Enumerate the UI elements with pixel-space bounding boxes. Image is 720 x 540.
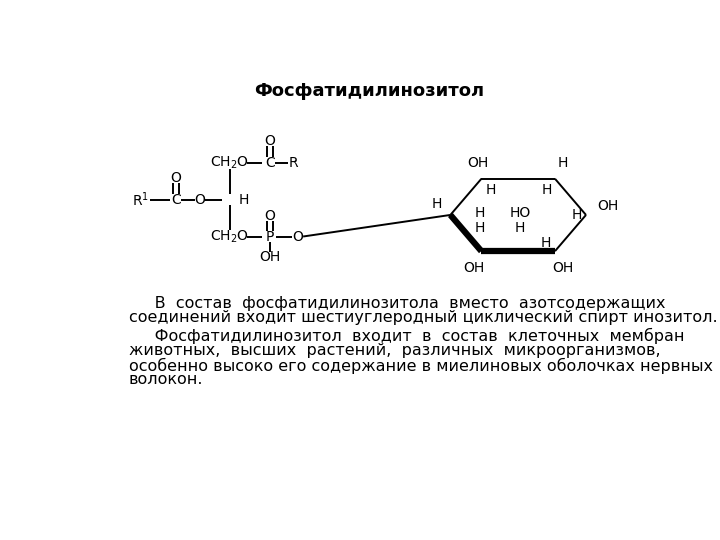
Text: H: H xyxy=(515,221,526,235)
Text: C: C xyxy=(171,193,181,206)
Text: OH: OH xyxy=(259,251,280,264)
Text: OH: OH xyxy=(467,157,488,170)
Text: H: H xyxy=(572,208,582,222)
Text: O: O xyxy=(171,171,181,185)
Text: H: H xyxy=(542,183,552,197)
Text: HO: HO xyxy=(510,206,531,220)
Text: H: H xyxy=(431,197,441,211)
Text: особенно высоко его содержание в миелиновых оболочках нервных: особенно высоко его содержание в миелино… xyxy=(129,357,713,374)
Text: волокон.: волокон. xyxy=(129,372,203,387)
Text: H: H xyxy=(485,183,496,197)
Text: OH: OH xyxy=(552,261,573,275)
Text: OH: OH xyxy=(463,261,485,275)
Text: P: P xyxy=(266,230,274,244)
Text: H: H xyxy=(474,221,485,235)
Text: CH$_2$O: CH$_2$O xyxy=(210,228,249,245)
Text: Фосфатидилинозитол: Фосфатидилинозитол xyxy=(254,82,484,100)
Text: R$^1$: R$^1$ xyxy=(132,190,149,209)
Text: соединений входит шестиуглеродный циклический спирт инозитол.: соединений входит шестиуглеродный циклич… xyxy=(129,310,717,326)
Text: Фосфатидилинозитол  входит  в  состав  клеточных  мембран: Фосфатидилинозитол входит в состав клето… xyxy=(129,328,684,345)
Text: H: H xyxy=(474,206,485,220)
Text: H: H xyxy=(557,157,568,170)
Text: O: O xyxy=(292,230,303,244)
Text: H: H xyxy=(541,237,551,251)
Text: CH$_2$O: CH$_2$O xyxy=(210,154,249,171)
Text: животных,  высших  растений,  различных  микроорганизмов,: животных, высших растений, различных мик… xyxy=(129,343,660,358)
Text: В  состав  фосфатидилинозитола  вместо  азотсодержащих: В состав фосфатидилинозитола вместо азот… xyxy=(129,296,665,311)
Text: C: C xyxy=(265,156,274,170)
Text: H: H xyxy=(238,193,248,206)
Text: O: O xyxy=(264,209,275,222)
Text: OH: OH xyxy=(597,199,618,213)
Text: R: R xyxy=(289,156,299,170)
Text: O: O xyxy=(194,193,205,206)
Text: O: O xyxy=(264,134,275,148)
